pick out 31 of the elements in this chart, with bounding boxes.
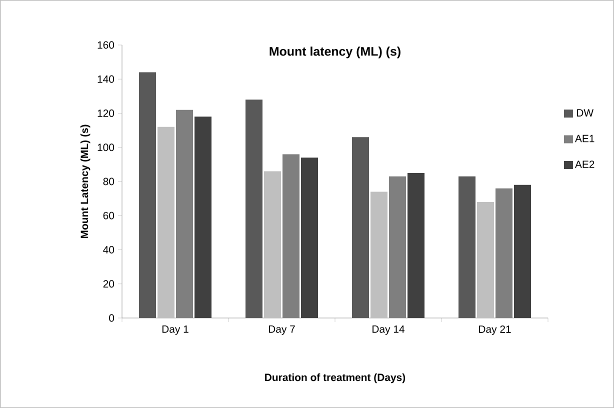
y-tick-label: 160 [98, 41, 114, 49]
chart-title: Mount latency (ML) (s) [270, 46, 400, 58]
x-tick-label: Day 14 [372, 326, 404, 335]
x-tick-label: Day 1 [162, 326, 188, 335]
legend-label: DW [576, 109, 594, 116]
x-axis-title: Duration of treatment (Days) [265, 373, 406, 384]
bar [301, 158, 318, 318]
x-tick-label: Day 7 [268, 326, 295, 335]
bar [139, 72, 156, 318]
bar [514, 184, 532, 318]
bar [352, 137, 370, 318]
y-axis-title: Mount Latency (ML) (s) [80, 124, 90, 238]
bar [194, 116, 212, 318]
bar [246, 100, 262, 318]
bar [477, 202, 494, 318]
x-tick-label: Day 21 [479, 326, 511, 335]
legend-label: AE1 [574, 134, 594, 142]
y-tick-label: 20 [103, 280, 114, 288]
y-tick-label: 40 [103, 246, 114, 254]
bar [458, 176, 476, 318]
bar [158, 126, 174, 318]
y-tick-label: 60 [103, 212, 114, 220]
bar [370, 192, 388, 318]
legend-label: AE2 [574, 160, 594, 168]
y-tick-label: 120 [98, 110, 114, 117]
bar [264, 171, 281, 318]
bar [408, 172, 425, 318]
y-tick-label: 100 [98, 144, 114, 152]
y-tick-label: 140 [98, 75, 114, 83]
y-tick-label: 80 [103, 178, 114, 186]
y-tick-label: 0 [109, 314, 114, 322]
